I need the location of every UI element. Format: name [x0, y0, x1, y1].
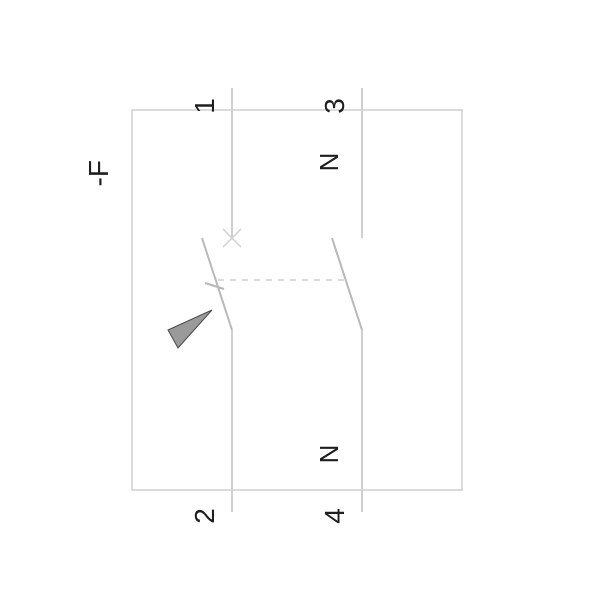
neutral-top-label: N: [314, 153, 344, 172]
terminal-4-label: 4: [319, 508, 350, 524]
circuit-breaker-symbol: -F 1 3 2 4 N N: [0, 0, 600, 600]
neutral-bottom-label: N: [314, 445, 344, 464]
terminal-1-label: 1: [189, 98, 220, 114]
device-ref-label: -F: [83, 160, 114, 186]
actuator-arrow-icon: [168, 310, 212, 348]
device-outline: [132, 110, 462, 490]
trip-mark: [205, 283, 224, 289]
terminal-3-label: 3: [319, 98, 350, 114]
contact-arm-pole2: [332, 238, 362, 330]
terminal-2-label: 2: [189, 508, 220, 524]
